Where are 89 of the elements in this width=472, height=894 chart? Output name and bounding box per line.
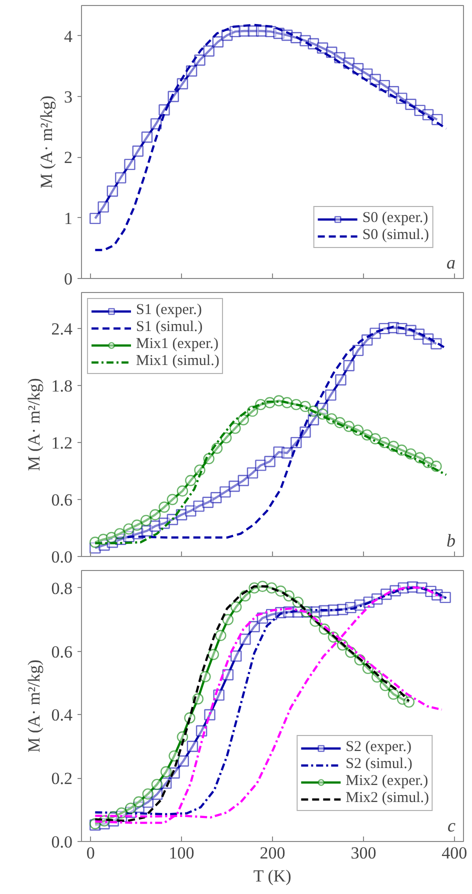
point [116,807,128,819]
y-tick-label: 0.4 [51,706,73,725]
point [203,45,214,57]
y-tick-label: 0.0 [51,548,72,566]
x-tick-label: 400 [442,844,468,862]
point [140,514,152,526]
y-tick-label: 0.6 [51,642,72,662]
point [132,146,144,157]
point [230,422,241,434]
point [238,414,249,426]
legend-label: S0 (simul.) [362,227,429,244]
y-tick-label: 2.4 [51,320,73,339]
x-tick-label: 200 [260,844,286,862]
point [160,766,172,778]
point [186,740,198,752]
point [176,485,188,497]
point [106,186,118,197]
point [222,669,234,680]
x-tick-label: 300 [350,844,376,862]
legend-label: S2 (simul.) [346,756,412,773]
point [166,494,178,506]
x-tick-label: 100 [168,844,194,862]
point [264,456,276,468]
point [124,158,136,170]
y-tick-label: 3 [64,88,72,106]
point [151,778,163,790]
point [142,788,154,800]
point [281,447,293,459]
point [141,132,153,143]
point [200,671,211,682]
legend-label: S2 (exper.) [346,739,412,756]
point [325,389,336,401]
y-tick-label: 1.2 [51,434,72,453]
legend-label: Mix1 (exper.) [136,336,218,353]
legend-label: Mix1 (simul.) [136,353,220,370]
point [178,755,189,767]
point [255,460,266,471]
legend-label: S1 (simul.) [136,319,203,336]
y-tick-label: 1.8 [51,376,72,396]
y-tick-label: 0.8 [51,578,72,598]
point [133,796,144,808]
point [193,500,204,512]
legend-label: Mix2 (simul.) [346,790,429,807]
point [150,118,162,130]
y-tick-label: 0.6 [51,490,72,510]
point [114,528,126,540]
y-axis-title: M (A· m²/kg) [37,96,56,188]
point [123,523,134,535]
point [115,172,126,184]
annotation: c [448,816,456,836]
point [125,802,136,814]
point [185,474,196,486]
legend-label: S0 (exper.) [362,210,428,227]
point [352,344,364,356]
point [220,486,231,498]
annotation: a [446,252,456,272]
y-tick-label: 2 [64,148,72,168]
y-tick-label: 1 [64,208,72,228]
point [388,688,400,700]
point [228,480,240,492]
y-tick-label: 0.0 [51,832,72,852]
y-axis-title: M (A· m²/kg) [24,660,44,752]
point [248,621,260,632]
point [240,634,251,645]
y-tick-label: 0 [64,270,72,288]
point [230,601,242,613]
point [403,696,415,708]
point [222,614,234,626]
x-axis-title: T (K) [253,866,292,886]
point [343,360,354,372]
point [131,520,143,531]
point [158,502,170,513]
point [194,54,206,66]
point [230,650,242,662]
legend-label: Mix2 (exper.) [346,773,428,790]
annotation: b [446,530,456,550]
y-tick-label: 4 [64,26,73,46]
point [150,509,161,520]
x-tick-label: 0 [86,844,95,862]
y-axis-title: M (A· m²/kg) [24,378,44,471]
point [215,630,226,642]
point [98,201,109,213]
point [168,750,180,762]
y-tick-label: 0.2 [51,769,72,788]
point [335,374,346,386]
point [238,474,249,486]
point [208,648,219,660]
point [90,212,101,224]
legend-label: S1 (exper.) [136,302,202,319]
